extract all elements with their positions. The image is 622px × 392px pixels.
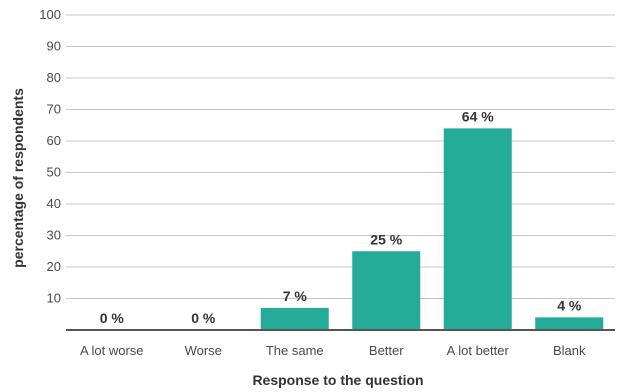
y-tick-label: 50 <box>47 165 61 180</box>
y-tick-label: 10 <box>47 291 61 306</box>
y-tick-label: 70 <box>47 102 61 117</box>
y-tick-label: 90 <box>47 39 61 54</box>
category-label: A lot better <box>447 343 510 358</box>
x-axis-title: Response to the question <box>252 372 423 388</box>
data-labels: 0 % 0 % 7 % 25 % 64 % 4 % <box>100 108 582 326</box>
y-tick-label: 100 <box>39 7 61 22</box>
category-label: Blank <box>553 343 586 358</box>
y-tick-label: 40 <box>47 196 61 211</box>
y-tick-label: 20 <box>47 259 61 274</box>
bar <box>352 251 421 330</box>
bar <box>443 128 512 330</box>
x-axis-category-labels: A lot worse Worse The same Better A lot bett… <box>80 343 586 358</box>
data-label: 25 % <box>370 231 402 247</box>
category-label: A lot worse <box>80 343 144 358</box>
bar <box>260 307 329 330</box>
y-axis-tick-labels: 10 20 30 40 50 60 70 80 90 100 <box>39 7 61 306</box>
gridlines <box>66 14 615 299</box>
data-label: 7 % <box>283 288 308 304</box>
category-label: The same <box>266 343 324 358</box>
data-label: 0 % <box>191 310 216 326</box>
category-label: Worse <box>185 343 222 358</box>
y-tick-label: 80 <box>47 70 61 85</box>
bar <box>535 317 604 330</box>
y-axis-title: percentage of respondents <box>10 88 26 268</box>
y-tick-label: 30 <box>47 228 61 243</box>
data-label: 0 % <box>100 310 125 326</box>
bars <box>260 128 604 330</box>
category-label: Better <box>369 343 404 358</box>
y-tick-label: 60 <box>47 133 61 148</box>
data-label: 4 % <box>557 297 582 313</box>
data-label: 64 % <box>462 108 494 124</box>
